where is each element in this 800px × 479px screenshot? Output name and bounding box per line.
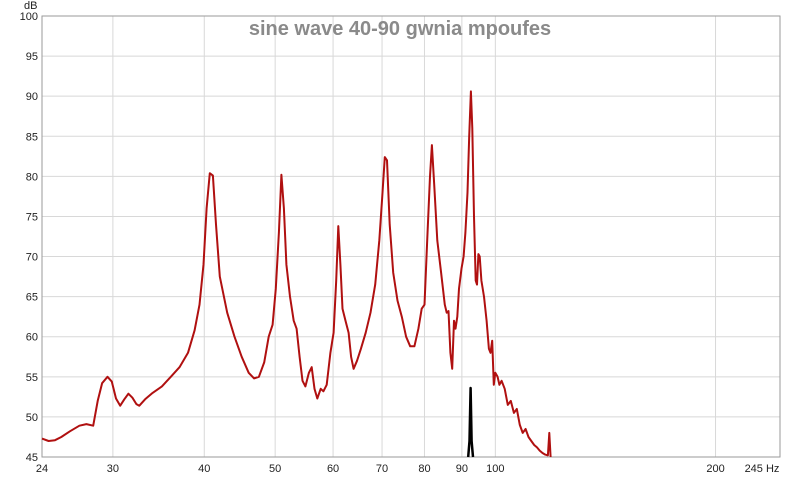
series-layer [41, 90, 552, 458]
x-tick-label: 100 [486, 463, 504, 475]
x-tick-label: 90 [456, 463, 468, 475]
y-tick-label: 50 [26, 412, 38, 424]
x-tick-label: 60 [327, 463, 339, 475]
x-tick-label: 245 Hz [745, 463, 780, 475]
y-tick-label: 85 [26, 131, 38, 143]
x-axis-ticks: 24 30 40 50 60 70 80 90 100 200 245 Hz [36, 463, 780, 475]
y-tick-label: 90 [26, 91, 38, 103]
x-tick-label: 30 [107, 463, 119, 475]
x-tick-label: 200 [706, 463, 724, 475]
plot-frame [41, 15, 781, 458]
x-tick-label: 24 [36, 463, 48, 475]
y-tick-label: 100 [20, 11, 38, 23]
y-tick-label: 45 [26, 452, 38, 464]
grid-lines [41, 15, 781, 458]
y-tick-label: 55 [26, 372, 38, 384]
y-axis-ticks: 45 50 55 60 65 70 75 80 85 90 95 100 [20, 11, 38, 464]
y-tick-label: 60 [26, 332, 38, 344]
chart-title: sine wave 40-90 gwnia mpoufes [249, 18, 551, 40]
x-tick-label: 80 [418, 463, 430, 475]
y-tick-label: 65 [26, 292, 38, 304]
y-tick-label: 75 [26, 211, 38, 223]
series-line-response [41, 90, 552, 458]
y-tick-label: 70 [26, 252, 38, 264]
x-tick-label: 50 [269, 463, 281, 475]
x-tick-label: 40 [198, 463, 210, 475]
series-line-signal [466, 386, 475, 458]
x-tick-label: 70 [376, 463, 388, 475]
y-tick-label: 80 [26, 171, 38, 183]
y-tick-label: 95 [26, 51, 38, 63]
y-unit-label: dB [24, 0, 37, 12]
